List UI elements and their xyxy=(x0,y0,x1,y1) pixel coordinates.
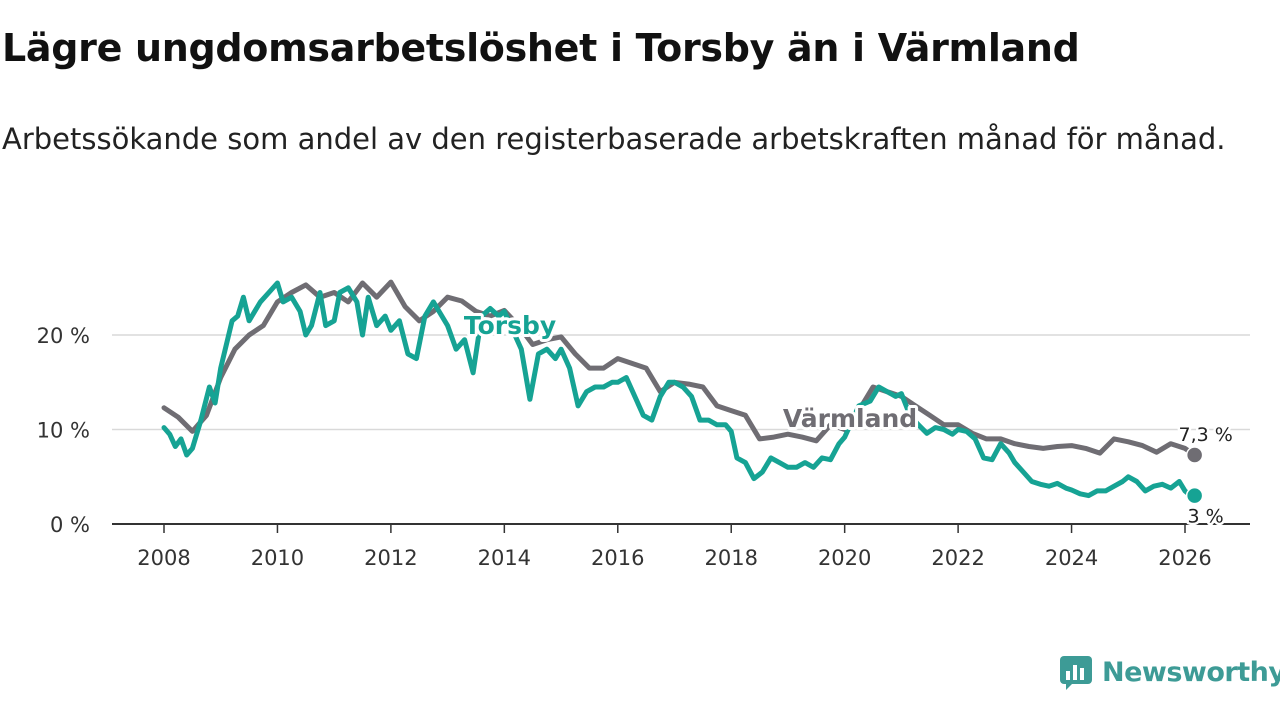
y-tick-label: 0 % xyxy=(50,513,90,537)
x-tick-label: 2022 xyxy=(931,546,984,570)
x-tick-label: 2020 xyxy=(818,546,871,570)
series-label-torsby: Torsby xyxy=(464,311,556,340)
x-tick-label: 2016 xyxy=(591,546,644,570)
chart-title: Lägre ungdomsarbetslöshet i Torsby än i … xyxy=(2,26,1080,70)
series-line-varmland xyxy=(161,279,1198,458)
x-tick-label: 2018 xyxy=(704,546,757,570)
x-tick-label: 2010 xyxy=(251,546,304,570)
x-tick-label: 2008 xyxy=(137,546,190,570)
x-tick-label: 2024 xyxy=(1045,546,1098,570)
x-tick-label: 2026 xyxy=(1158,546,1211,570)
end-value-label-varmland: 7,3 % xyxy=(1178,424,1232,446)
y-tick-label: 10 % xyxy=(37,419,90,443)
series-line-torsby xyxy=(161,280,1198,499)
end-point-torsby xyxy=(1185,486,1204,505)
brand-name: Newsworthy xyxy=(1102,656,1280,688)
series-label-varmland: Värmland xyxy=(783,404,917,433)
brand: Newsworthy xyxy=(1058,654,1280,690)
newsworthy-logo-icon xyxy=(1060,656,1092,690)
end-point-varmland xyxy=(1185,446,1204,464)
x-tick-label: 2014 xyxy=(478,546,531,570)
x-tick-label: 2012 xyxy=(364,546,417,570)
y-tick-label: 20 % xyxy=(37,324,90,348)
end-value-label-torsby: 3 % xyxy=(1188,506,1224,528)
chart-subtitle: Arbetssökande som andel av den registerb… xyxy=(2,122,1226,156)
